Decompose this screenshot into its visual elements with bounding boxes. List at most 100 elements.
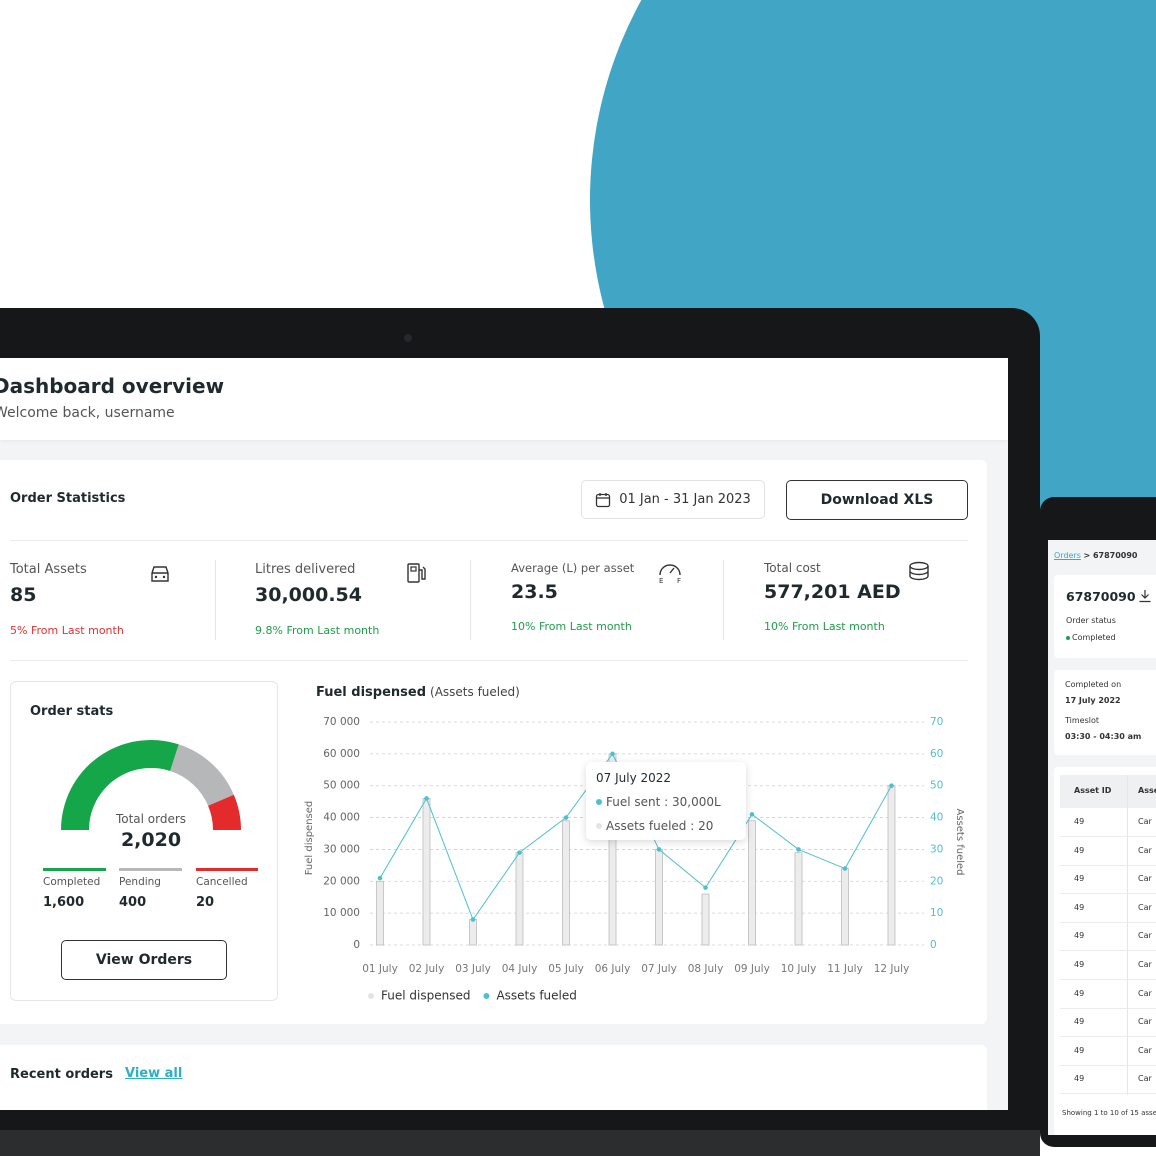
legend-label: Fuel dispensed	[381, 989, 470, 1003]
tick-label: 50 000	[323, 780, 360, 792]
status-value: 1,600	[43, 895, 85, 910]
row-separator	[1060, 836, 1156, 837]
stat-value: 30,000.54	[255, 584, 362, 606]
fuel-chart: Fuel dispensed (Assets fueled) 0 10 000 20 …	[304, 685, 965, 1003]
status-label: Cancelled	[196, 876, 248, 888]
tablet-screen: Orders > 67870090 67870090 Order status …	[1048, 540, 1156, 1135]
stat-label: Litres delivered	[255, 562, 356, 577]
stat-value: 85	[10, 584, 37, 606]
svg-text:E: E	[659, 577, 663, 585]
table-cell: Car	[1138, 931, 1152, 941]
breadcrumb: Orders > 67870090	[1054, 551, 1137, 560]
point	[796, 847, 801, 852]
table-cell: 49	[1074, 988, 1085, 998]
tick-label: 70	[930, 716, 943, 728]
bar	[887, 785, 896, 946]
view-orders-button[interactable]: View Orders	[61, 940, 227, 980]
tick-label: 30	[930, 843, 943, 855]
x-tick-label: 01 July	[362, 963, 398, 975]
row-separator	[1060, 1093, 1156, 1095]
stat-value: 23.5	[511, 581, 558, 603]
table-cell: 49	[1074, 874, 1085, 884]
recent-orders-title: Recent orders	[10, 1067, 113, 1082]
table-cell: 49	[1074, 902, 1085, 912]
point	[889, 783, 894, 789]
tick-label: 40 000	[323, 812, 360, 824]
x-tick-label: 08 July	[688, 963, 724, 975]
row-separator	[1060, 950, 1156, 952]
gauge-cancelled	[208, 794, 241, 830]
table-cell: Car	[1138, 1074, 1152, 1084]
download-button[interactable]: Download XLS	[786, 480, 968, 520]
recent-orders-card: Recent orders View all	[0, 1045, 987, 1110]
tick-label: 20 000	[323, 875, 360, 887]
total-orders-label: Total orders	[115, 812, 187, 826]
table-cell: 49	[1074, 931, 1085, 941]
stat-change: 10% From Last month	[764, 620, 885, 633]
schedule-card: Completed on 17 July 2022 Timeslot 03:30…	[1054, 670, 1156, 755]
tick-label: 50	[930, 780, 943, 792]
column-separator	[1127, 775, 1128, 1095]
column-header: Asse	[1138, 786, 1156, 795]
x-tick-label: 02 July	[409, 963, 445, 975]
x-tick-label: 03 July	[455, 963, 491, 975]
table-cell: Car	[1138, 902, 1152, 912]
tooltip: 07 July 2022 Fuel sent : 30,000L Assets …	[586, 762, 746, 840]
x-tick-label: 04 July	[502, 963, 538, 975]
legend-line-cancelled	[196, 868, 258, 871]
table-cell: 49	[1074, 817, 1085, 826]
table-cell: 49	[1074, 1074, 1085, 1084]
row-separator	[1060, 893, 1156, 895]
divider	[10, 540, 968, 541]
timeslot: 03:30 - 04:30 am	[1065, 732, 1142, 741]
status-dot	[1066, 636, 1070, 640]
coins-icon	[909, 561, 929, 581]
camera	[404, 334, 412, 342]
table-footer: Showing 1 to 10 of 15 assets	[1062, 1109, 1156, 1117]
table-cell: Car	[1138, 1045, 1152, 1055]
x-tick-label: 09 July	[734, 963, 770, 975]
screen: Dashboard overview Welcome back, usernam…	[0, 358, 1008, 1110]
tick-label: 0	[353, 939, 360, 951]
x-tick-label: 10 July	[781, 963, 817, 975]
svg-text:F: F	[677, 577, 681, 585]
table-cell: Car	[1138, 845, 1152, 855]
legend-line-pending	[119, 868, 182, 871]
point	[749, 812, 755, 817]
chart-title: Fuel dispensed	[316, 685, 426, 700]
table-cell: 49	[1074, 845, 1085, 855]
date-range-picker[interactable]: 01 Jan - 31 Jan 2023	[581, 480, 765, 519]
assets-table: Asset ID Asse Showing 1 to 10 of 15 asse…	[1054, 767, 1156, 1135]
order-stats-title: Order stats	[30, 704, 114, 719]
x-tick-label: 05 July	[548, 963, 584, 975]
stat-separator	[723, 560, 724, 640]
point	[842, 866, 848, 871]
breadcrumb-link[interactable]: Orders	[1054, 551, 1081, 560]
row-separator	[1060, 1064, 1156, 1066]
status-label: Completed	[43, 876, 101, 888]
chart-subtitle: (Assets fueled)	[430, 685, 520, 699]
stat-label: Average (L) per asset	[511, 561, 635, 575]
car-icon	[151, 566, 169, 582]
tick-label: 10	[930, 907, 943, 919]
download-icon[interactable]	[1138, 589, 1152, 603]
legend-swatch	[483, 993, 490, 999]
page-subtitle: Welcome back, username	[0, 405, 175, 421]
x-tick-label: 12 July	[874, 963, 910, 975]
order-gauge	[43, 739, 258, 871]
header-bar	[0, 358, 1008, 440]
stat-value: 577,201 AED	[764, 581, 901, 603]
point	[424, 796, 429, 801]
order-stats-box	[10, 681, 278, 1001]
stat-change: 5% From Last month	[10, 624, 124, 637]
bar	[469, 919, 477, 946]
tick-label: 40	[930, 812, 943, 824]
bar	[794, 852, 803, 946]
date-range: 01 Jan - 31 Jan 2023	[619, 492, 751, 507]
table-cell: Car	[1138, 817, 1152, 826]
view-all-link[interactable]: View all	[125, 1066, 183, 1081]
tick-label: 0	[930, 939, 937, 951]
gauge-completed	[61, 739, 179, 830]
column-header: Asset ID	[1074, 786, 1112, 795]
